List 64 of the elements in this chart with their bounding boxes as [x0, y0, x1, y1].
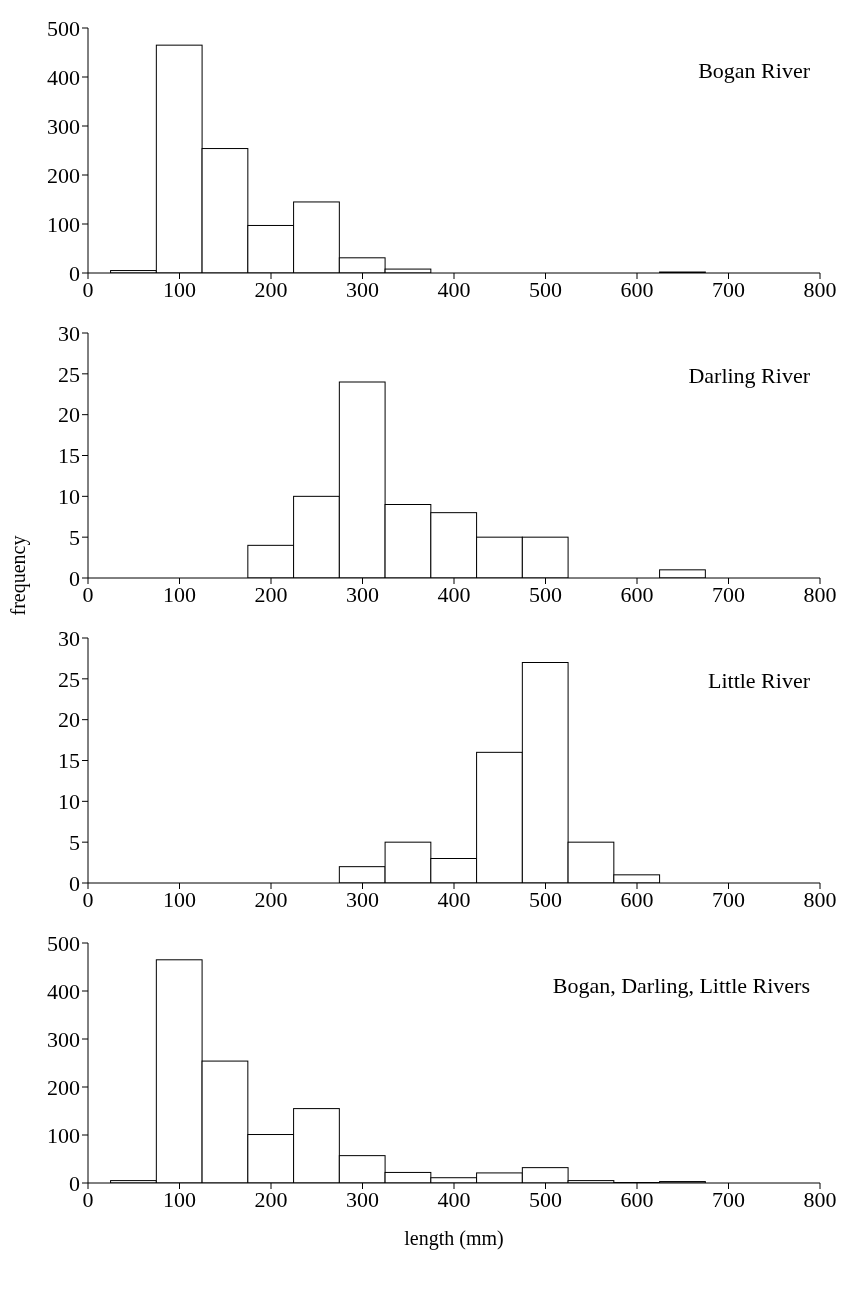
- x-tick-label: 600: [620, 886, 654, 912]
- y-tick-label: 200: [47, 162, 80, 188]
- y-tick-label: 15: [58, 443, 80, 469]
- x-tick-label: 100: [163, 1186, 196, 1212]
- y-tick-label: 5: [69, 829, 80, 855]
- x-tick-label: 500: [529, 1186, 562, 1212]
- text: Darling River: [688, 363, 810, 389]
- x-tick-label: 300: [346, 276, 379, 302]
- x-tick-label: 800: [803, 581, 837, 607]
- y-tick-label: 300: [47, 1026, 80, 1052]
- y-tick-label: 0: [69, 260, 80, 286]
- x-tick-label: 500: [529, 581, 562, 607]
- x-tick-label: 100: [163, 581, 196, 607]
- y-axis-title: frequency: [7, 535, 31, 616]
- y-tick-label: 100: [47, 211, 80, 237]
- y-tick-label: 20: [58, 707, 80, 733]
- x-tick-label: 600: [620, 1186, 654, 1212]
- y-tick-label: 10: [58, 789, 80, 815]
- y-tick-label: 0: [69, 870, 80, 896]
- x-tick-label: 300: [346, 581, 379, 607]
- x-tick-label: 200: [254, 276, 288, 302]
- x-tick-label: 600: [620, 276, 654, 302]
- x-tick-label: 100: [163, 276, 196, 302]
- y-tick-label: 200: [47, 1074, 80, 1100]
- y-tick-label: 25: [58, 666, 80, 692]
- x-tick-label: 400: [437, 276, 471, 302]
- x-tick-label: 800: [803, 276, 837, 302]
- x-tick-label: 700: [712, 581, 745, 607]
- x-tick-label: 300: [346, 886, 379, 912]
- x-tick-label: 300: [346, 1186, 379, 1212]
- x-tick-label: 800: [803, 1186, 837, 1212]
- y-tick-label: 0: [69, 565, 80, 591]
- text: Bogan River: [698, 58, 810, 84]
- y-tick-label: 30: [58, 625, 80, 651]
- y-tick-label: 25: [58, 361, 80, 387]
- y-tick-label: 5: [69, 524, 80, 550]
- x-tick-label: 500: [529, 886, 562, 912]
- y-tick-label: 30: [58, 320, 80, 346]
- x-tick-label: 200: [254, 886, 288, 912]
- y-tick-label: 10: [58, 484, 80, 510]
- y-tick-label: 20: [58, 402, 80, 428]
- x-tick-label: 600: [620, 581, 654, 607]
- y-tick-label: 300: [47, 113, 80, 139]
- y-tick-label: 400: [47, 64, 80, 90]
- text: Little River: [707, 668, 810, 694]
- x-tick-label: 700: [712, 276, 745, 302]
- x-tick-label: 400: [437, 1186, 471, 1212]
- x-tick-label: 500: [529, 276, 562, 302]
- x-tick-label: 200: [254, 581, 288, 607]
- x-tick-label: 400: [437, 581, 471, 607]
- y-tick-label: 0: [69, 1170, 80, 1196]
- y-tick-label: 500: [47, 930, 80, 956]
- x-tick-label: 400: [437, 886, 471, 912]
- y-tick-label: 15: [58, 748, 80, 774]
- x-tick-label: 800: [803, 886, 837, 912]
- y-tick-label: 500: [47, 15, 80, 41]
- y-tick-label: 400: [47, 978, 80, 1004]
- x-tick-label: 100: [163, 886, 196, 912]
- y-tick-label: 100: [47, 1122, 80, 1148]
- x-tick-label: 700: [712, 886, 745, 912]
- text: Bogan, Darling, Little Rivers: [552, 973, 810, 999]
- x-tick-label: 700: [712, 1186, 745, 1212]
- x-axis-title: length (mm): [404, 1227, 504, 1251]
- x-tick-label: 200: [254, 1186, 288, 1212]
